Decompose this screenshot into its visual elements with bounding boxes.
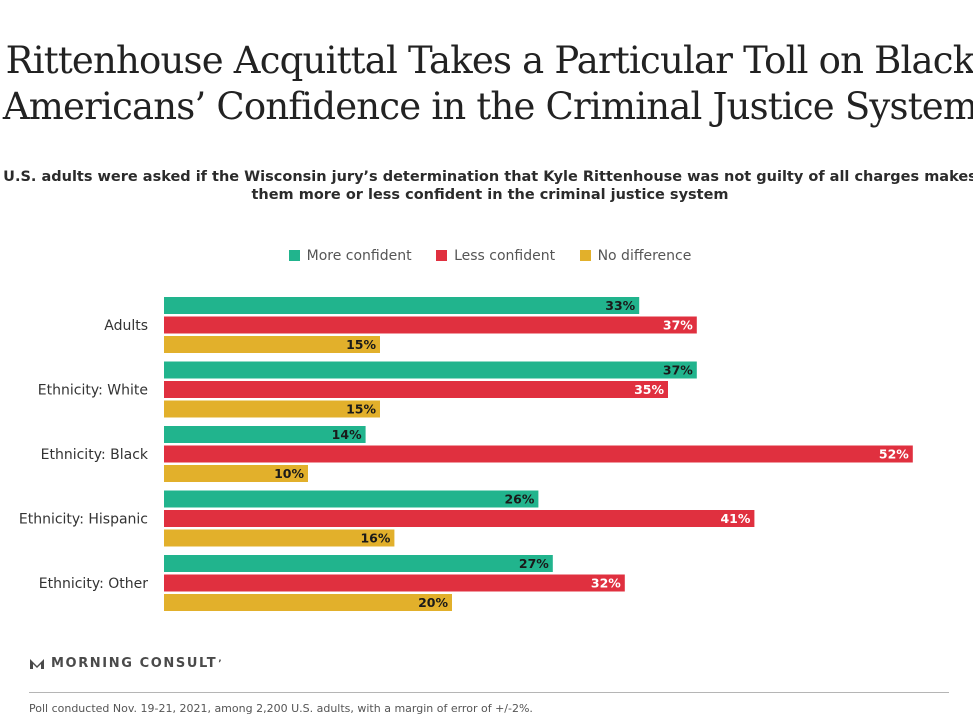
- data-label-more-confident-adults: 33%: [605, 298, 635, 313]
- chart-title-line-2: Americans’ Confidence in the Criminal Ju…: [2, 85, 973, 128]
- data-label-more-confident-ethnicity-black: 14%: [332, 427, 362, 442]
- data-label-less-confident-ethnicity-white: 35%: [634, 382, 664, 397]
- brand-trademark-mark: ’: [218, 658, 224, 669]
- footnote: Poll conducted Nov. 19-21, 2021, among 2…: [29, 702, 533, 715]
- bar-no-difference-ethnicity-hispanic: [164, 529, 395, 547]
- legend-swatch-more-confident: [288, 250, 300, 261]
- footer-divider: [29, 692, 949, 693]
- data-label-no-difference-ethnicity-black: 10%: [274, 466, 304, 481]
- legend-item-less-confident: Less confident: [436, 248, 555, 264]
- data-label-no-difference-ethnicity-hispanic: 16%: [360, 531, 390, 546]
- data-label-no-difference-adults: 15%: [346, 337, 376, 352]
- legend-label-no-difference: No difference: [597, 248, 692, 264]
- data-label-more-confident-ethnicity-white: 37%: [663, 363, 693, 378]
- legend-label-less-confident: Less confident: [454, 248, 556, 264]
- bar-less-confident-adults: [164, 316, 697, 334]
- bar-more-confident-ethnicity-white: [164, 361, 697, 379]
- chart-legend: More confident Less confident No differe…: [0, 248, 973, 264]
- morning-consult-logo-icon: [30, 658, 44, 669]
- category-label-ethnicity-other: Ethnicity: Other: [39, 576, 148, 592]
- bar-more-confident-ethnicity-black: [164, 426, 366, 443]
- category-label-ethnicity-white: Ethnicity: White: [38, 383, 148, 399]
- legend-swatch-less-confident: [436, 250, 448, 261]
- legend-item-more-confident: More confident: [288, 248, 412, 264]
- category-label-adults: Adults: [104, 318, 148, 334]
- bar-no-difference-ethnicity-white: [164, 400, 380, 418]
- legend-swatch-no-difference: [579, 250, 591, 261]
- data-label-no-difference-ethnicity-other: 20%: [418, 595, 448, 610]
- brand-name: MORNING CONSULT: [51, 656, 218, 671]
- chart-title: Rittenhouse Acquittal Takes a Particular…: [0, 38, 973, 130]
- data-label-less-confident-ethnicity-other: 32%: [591, 576, 621, 591]
- bar-more-confident-ethnicity-other: [164, 555, 553, 572]
- chart-title-line-1: Rittenhouse Acquittal Takes a Particular…: [5, 39, 973, 82]
- bar-chart: Adults 33% 37% 15% Ethnicity: White 37% 35% 15%…: [19, 297, 913, 611]
- chart-subtitle-line-2: them more or less confident in the crimi…: [251, 187, 729, 203]
- data-label-less-confident-ethnicity-black: 52%: [879, 447, 909, 462]
- category-label-ethnicity-black: Ethnicity: Black: [41, 447, 149, 463]
- legend-item-no-difference: No difference: [579, 248, 692, 264]
- bar-less-confident-ethnicity-white: [164, 381, 668, 398]
- bar-no-difference-adults: [164, 336, 380, 353]
- data-label-more-confident-ethnicity-hispanic: 26%: [504, 492, 534, 507]
- bar-more-confident-ethnicity-hispanic: [164, 490, 539, 508]
- bar-less-confident-ethnicity-hispanic: [164, 510, 755, 527]
- category-label-ethnicity-hispanic: Ethnicity: Hispanic: [19, 512, 148, 528]
- data-label-more-confident-ethnicity-other: 27%: [519, 556, 549, 571]
- chart-subtitle-line-1: U.S. adults were asked if the Wisconsin …: [3, 169, 973, 185]
- bar-no-difference-ethnicity-other: [164, 594, 452, 611]
- bar-no-difference-ethnicity-black: [164, 465, 308, 482]
- legend-label-more-confident: More confident: [306, 248, 412, 264]
- chart-subtitle: U.S. adults were asked if the Wisconsin …: [0, 168, 973, 204]
- bar-less-confident-ethnicity-other: [164, 574, 625, 592]
- data-label-less-confident-ethnicity-hispanic: 41%: [720, 511, 750, 526]
- data-label-less-confident-adults: 37%: [663, 318, 693, 333]
- bar-less-confident-ethnicity-black: [164, 445, 913, 463]
- bar-more-confident-adults: [164, 297, 640, 314]
- brand-logo: MORNING CONSULT’: [29, 656, 223, 671]
- data-label-no-difference-ethnicity-white: 15%: [346, 402, 376, 417]
